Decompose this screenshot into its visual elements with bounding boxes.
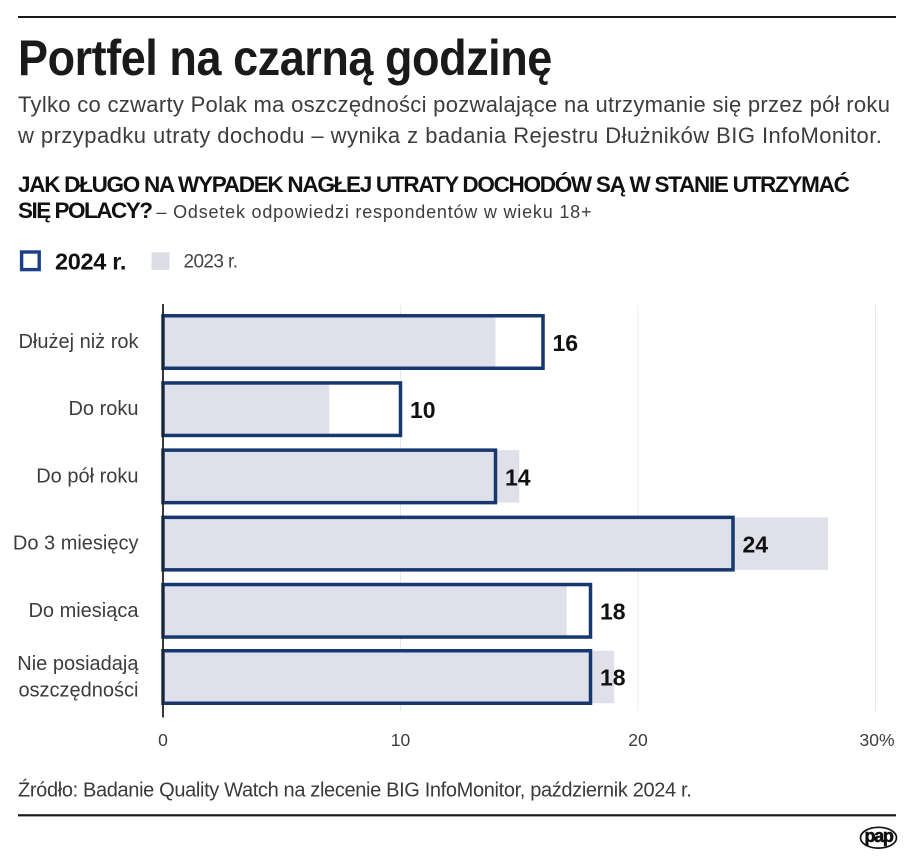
svg-text:Do miesiąca: Do miesiąca (28, 600, 139, 622)
svg-text:24: 24 (743, 531, 769, 557)
svg-text:10: 10 (410, 397, 436, 423)
svg-text:pap: pap (864, 826, 893, 846)
svg-text:Do pół roku: Do pół roku (36, 465, 138, 487)
svg-text:Dłużej niż rok: Dłużej niż rok (18, 331, 139, 353)
svg-text:2023 r.: 2023 r. (184, 251, 238, 272)
svg-text:10: 10 (391, 730, 411, 750)
svg-text:Do roku: Do roku (68, 398, 138, 420)
svg-text:oszczędności: oszczędności (18, 680, 138, 702)
svg-text:Źródło: Badanie Quality Watch: Źródło: Badanie Quality Watch na zleceni… (18, 779, 691, 802)
svg-text:30%: 30% (859, 730, 894, 750)
svg-text:20: 20 (628, 730, 648, 750)
svg-text:0: 0 (158, 730, 168, 750)
svg-text:18: 18 (600, 599, 626, 625)
svg-text:14: 14 (505, 464, 531, 490)
svg-text:Do 3 miesięcy: Do 3 miesięcy (13, 533, 139, 555)
svg-text:Nie posiadają: Nie posiadają (17, 653, 139, 675)
svg-text:18: 18 (600, 665, 626, 691)
svg-text:16: 16 (553, 330, 579, 356)
svg-text:2024 r.: 2024 r. (55, 249, 126, 275)
